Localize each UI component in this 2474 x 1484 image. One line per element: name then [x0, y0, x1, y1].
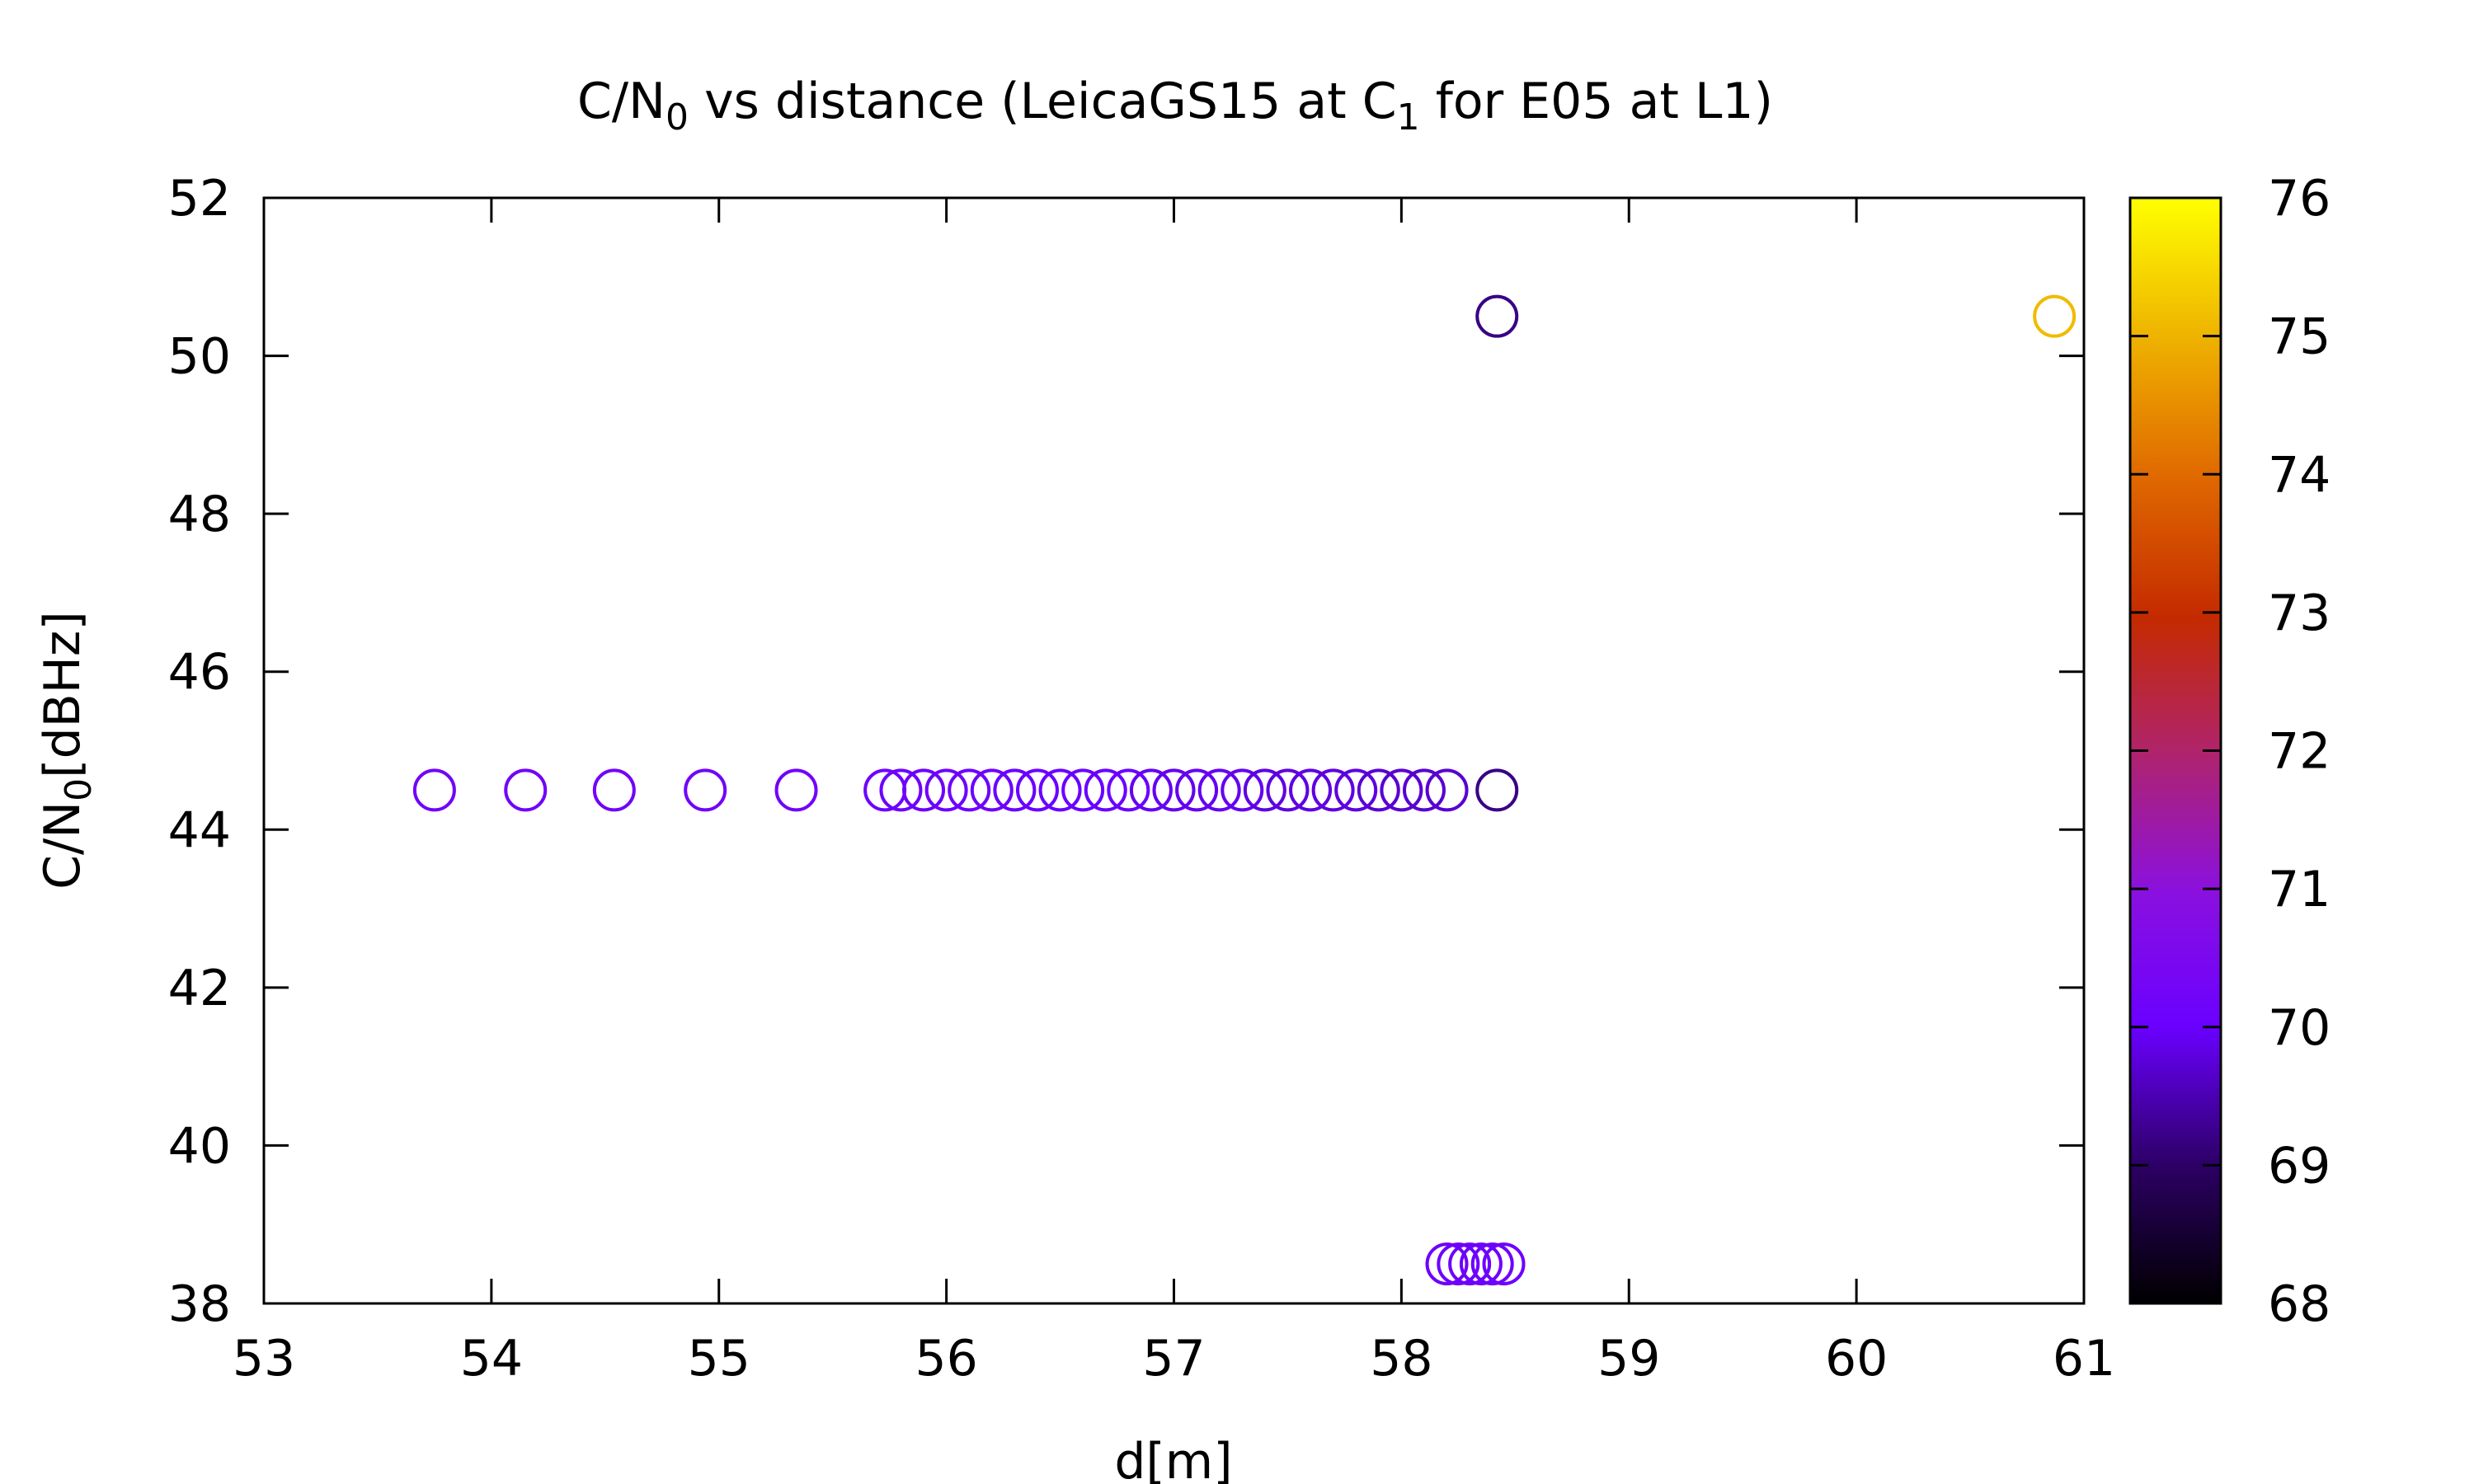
data-point: [774, 768, 818, 812]
x-tick-label: 56: [915, 1330, 977, 1388]
data-point: [1015, 768, 1059, 812]
data-point: [1475, 294, 1519, 338]
x-tick-label: 54: [460, 1330, 523, 1388]
data-point: [1402, 768, 1446, 812]
data-point: [1475, 768, 1519, 812]
x-tick-label: 57: [1142, 1330, 1205, 1388]
data-point: [684, 768, 727, 812]
data-point: [1038, 768, 1082, 812]
x-axis-title: d[m]: [1114, 1433, 1232, 1484]
y-axis-title: C/N0[dBHz]: [34, 611, 100, 890]
y-tick-label: 46: [168, 644, 231, 702]
data-point: [1129, 768, 1173, 812]
data-point: [504, 768, 548, 812]
data-point: [1243, 768, 1286, 812]
data-point: [970, 768, 1014, 812]
data-point: [1334, 768, 1378, 812]
y-tick-label: 44: [168, 801, 231, 859]
data-point: [924, 768, 968, 812]
data-point: [1175, 768, 1219, 812]
y-tick-label: 38: [168, 1275, 231, 1333]
data-point: [2033, 294, 2077, 338]
y-tick-label: 48: [168, 486, 231, 543]
data-point: [1289, 768, 1333, 812]
x-axis: 53 54 55 56 57 58 59 60 61: [233, 198, 2115, 1388]
data-point: [902, 768, 946, 812]
data-point: [1197, 768, 1241, 812]
x-tick-label: 60: [1825, 1330, 1888, 1388]
plot-frame: [262, 196, 2086, 1305]
data-point: [993, 768, 1037, 812]
data-point: [592, 768, 636, 812]
colorbar-tick-label: 68: [2268, 1275, 2331, 1333]
data-point: [1107, 768, 1150, 812]
data-points: [412, 294, 2077, 1286]
data-point: [1221, 768, 1264, 812]
data-point: [1437, 1242, 1480, 1286]
y-tick-label: 52: [168, 170, 231, 228]
data-point: [1425, 768, 1469, 812]
x-tick-label: 59: [1597, 1330, 1660, 1388]
data-point: [1084, 768, 1127, 812]
data-point: [1311, 768, 1355, 812]
y-tick-label: 42: [168, 960, 231, 1017]
data-point: [1152, 768, 1196, 812]
colorbar-tick-label: 69: [2268, 1137, 2331, 1195]
colorbar-tick-label: 70: [2268, 999, 2331, 1057]
data-point: [412, 768, 456, 812]
data-point: [1459, 1242, 1503, 1286]
colorbar-tick-label: 75: [2268, 308, 2331, 366]
data-point: [1357, 768, 1400, 812]
data-point: [1482, 1242, 1526, 1286]
data-point: [1266, 768, 1310, 812]
x-tick-label: 55: [688, 1330, 750, 1388]
data-point: [1470, 1242, 1514, 1286]
y-tick-label: 50: [168, 328, 231, 386]
colorbar-tick-label: 73: [2268, 585, 2331, 642]
x-tick-label: 58: [1370, 1330, 1432, 1388]
colorbar-ticks: 68 69 70 71 72 73 74 75 76: [2130, 170, 2331, 1333]
data-point: [879, 768, 923, 812]
chart-title: C/N0 vs distance (LeicaGS15 at C1 for E0…: [577, 73, 1773, 139]
x-tick-label: 53: [233, 1330, 295, 1388]
data-point: [948, 768, 991, 812]
data-point: [1380, 768, 1423, 812]
colorbar-tick-label: 72: [2268, 723, 2331, 781]
colorbar-tick-label: 76: [2268, 170, 2331, 228]
y-tick-label: 40: [168, 1117, 231, 1175]
colorbar-tick-label: 74: [2268, 446, 2331, 504]
y-axis: 38 40 42 44 46 48 50 52: [168, 170, 2084, 1333]
colorbar-tick-label: 71: [2268, 861, 2331, 918]
x-tick-label: 61: [2053, 1330, 2115, 1388]
data-point: [1061, 768, 1105, 812]
data-point: [1448, 1242, 1492, 1286]
data-point: [1425, 1242, 1469, 1286]
